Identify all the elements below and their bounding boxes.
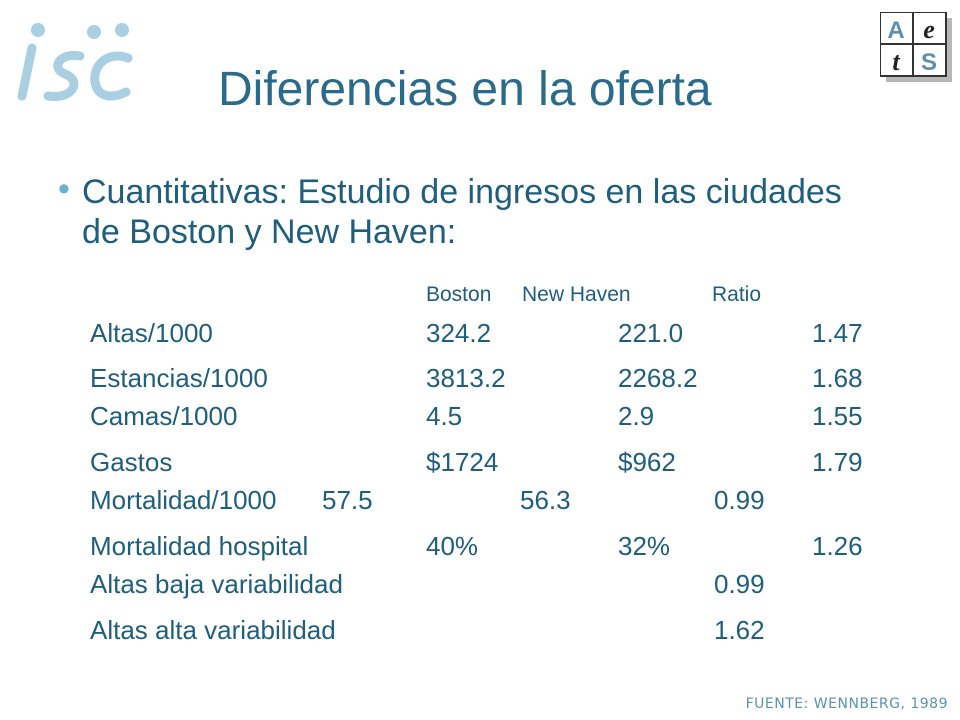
row-label: Gastos — [90, 447, 173, 477]
ratio-value: 1.68 — [812, 363, 863, 393]
bullet-text: Cuantitativas: Estudio de ingresos en la… — [82, 173, 842, 251]
ratio-value: 0.99 — [714, 485, 765, 515]
row-label: Mortalidad hospital — [90, 531, 309, 561]
row-label: Altas baja variabilidad — [90, 569, 343, 599]
header-ratio: Ratio — [712, 283, 762, 306]
header-boston: Boston — [426, 283, 492, 306]
boston-value: $1724 — [426, 447, 499, 477]
new-haven-value: 32% — [618, 531, 671, 561]
aets-cell-s: S — [921, 49, 937, 76]
boston-value: 4.5 — [426, 401, 463, 431]
new-haven-value: $962 — [618, 447, 676, 477]
header-new-haven: New Haven — [522, 283, 631, 306]
ratio-value: 1.79 — [812, 447, 863, 477]
ratio-value: 1.26 — [812, 531, 863, 561]
new-haven-value: 2.9 — [618, 401, 655, 431]
aets-logo: A e t S — [880, 12, 952, 82]
boston-value: 40% — [426, 531, 479, 561]
ratio-value: 0.99 — [714, 569, 765, 599]
boston-value: 324.2 — [426, 318, 492, 348]
bullet-marker: • — [58, 170, 70, 208]
aets-cell-t: t — [892, 47, 900, 76]
aets-cell-a: A — [887, 17, 904, 44]
row-label: Estancias/1000 — [90, 363, 268, 393]
row-label: Altas alta variabilidad — [90, 615, 336, 645]
isc-logo — [17, 23, 133, 101]
boston-value: 57.5 — [322, 485, 373, 515]
slide-title: Diferencias en la oferta — [218, 63, 712, 116]
boston-value: 3813.2 — [426, 363, 506, 393]
source-citation: FUENTE: WENNBERG, 1989 — [745, 696, 948, 712]
new-haven-value: 2268.2 — [618, 363, 698, 393]
row-label: Altas/1000 — [90, 318, 213, 348]
row-label: Camas/1000 — [90, 401, 238, 431]
ratio-value: 1.62 — [714, 615, 765, 645]
new-haven-value: 56.3 — [520, 485, 571, 515]
aets-cell-e: e — [923, 15, 935, 44]
ratio-value: 1.55 — [812, 401, 863, 431]
new-haven-value: 221.0 — [618, 318, 684, 348]
row-label: Mortalidad/1000 — [90, 485, 277, 515]
ratio-value: 1.47 — [812, 318, 863, 348]
